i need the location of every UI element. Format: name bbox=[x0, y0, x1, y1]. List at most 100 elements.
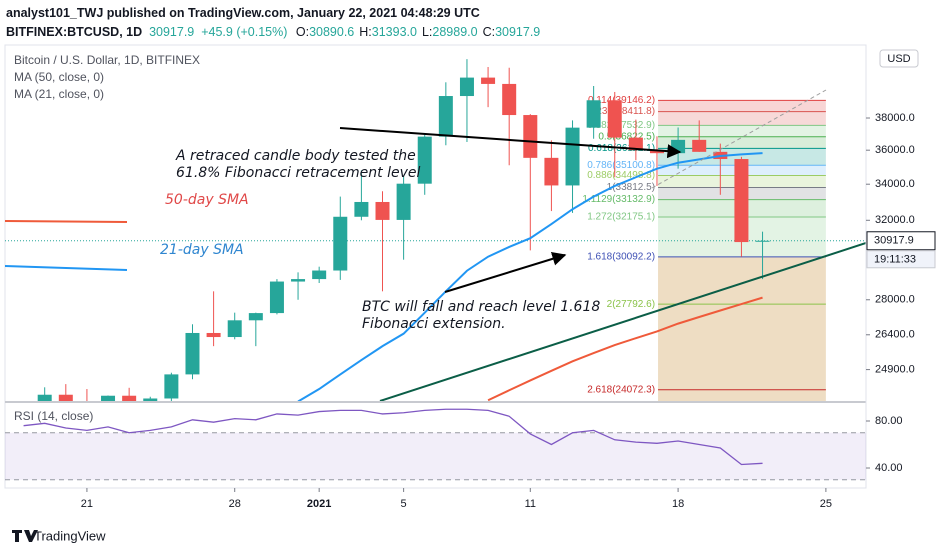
ohlc: O:30890.6 H:31393.0 L:28989.0 C:30917.9 bbox=[291, 25, 540, 39]
sma50-marker bbox=[5, 220, 128, 223]
y-tick-label: 28000.0 bbox=[875, 294, 915, 306]
fib-band bbox=[658, 100, 826, 112]
last: 30917.9 bbox=[149, 25, 195, 39]
currency: USD bbox=[887, 53, 910, 65]
author: analyst101_TWJ published on TradingView.… bbox=[6, 6, 480, 20]
candle-body bbox=[607, 100, 622, 138]
candle-body bbox=[628, 137, 643, 151]
candle-body bbox=[396, 183, 411, 220]
candle-body bbox=[375, 201, 390, 220]
fib-tool: 0.114(39146.2)0.236(38411.8)0.382(37532.… bbox=[582, 95, 826, 401]
ma-line bbox=[487, 296, 763, 401]
y-tick-label: 38000.0 bbox=[875, 112, 915, 124]
candle-body bbox=[37, 394, 52, 401]
candle-body bbox=[523, 115, 538, 158]
rsi-tick-label: 80.00 bbox=[875, 415, 903, 427]
x-tick-label: 11 bbox=[525, 498, 536, 510]
x-tick-label: 28 bbox=[229, 498, 241, 510]
ohlc-label: L: bbox=[421, 25, 433, 39]
candle-body bbox=[438, 96, 453, 137]
header: analyst101_TWJ published on TradingView.… bbox=[6, 4, 540, 42]
currency-box bbox=[879, 49, 919, 68]
fib-label: 1(33812.5) bbox=[607, 182, 655, 193]
candle-body bbox=[481, 77, 496, 84]
y-tick-label: 24900.0 bbox=[875, 363, 915, 375]
candle-body bbox=[58, 394, 73, 401]
x-tick-label: 2021 bbox=[307, 498, 331, 510]
fib-band bbox=[658, 136, 826, 149]
countdown: 19:11:33 bbox=[874, 254, 916, 266]
fib-band bbox=[658, 304, 826, 390]
rsi-legend: RSI (14, close) bbox=[14, 409, 93, 423]
annotation: A retraced candle body tested the bbox=[175, 148, 416, 164]
candle-body bbox=[269, 281, 284, 314]
sma21-marker bbox=[5, 265, 128, 271]
ohlc-value: 28989.0 bbox=[432, 25, 478, 39]
x-tick-label: 18 bbox=[672, 498, 684, 510]
candle-body bbox=[734, 159, 749, 243]
fib-label: 2(27792.6) bbox=[607, 299, 655, 310]
candle-body bbox=[502, 83, 517, 116]
candle-body bbox=[459, 77, 474, 97]
author-line: analyst101_TWJ published on TradingView.… bbox=[6, 4, 540, 23]
rsi-line bbox=[23, 408, 763, 466]
candle-body bbox=[565, 127, 580, 186]
fib-label: 0.886(34498.8) bbox=[587, 170, 655, 181]
legend-entry: MA (21, close, 0) bbox=[14, 87, 104, 101]
candle-body bbox=[333, 216, 348, 271]
fib-band bbox=[658, 111, 826, 126]
trend-line bbox=[379, 242, 866, 401]
rsi-pane bbox=[5, 408, 866, 481]
candle-body bbox=[164, 374, 179, 399]
candle-body bbox=[206, 332, 221, 338]
fib-label: 0.5(36822.5) bbox=[598, 131, 655, 142]
ohlc-value: 31393.0 bbox=[371, 25, 417, 39]
annotation: Fibonacci extension. bbox=[362, 316, 506, 332]
y-tick-label: 32000.0 bbox=[875, 214, 915, 226]
drawings bbox=[5, 89, 866, 401]
candle-body bbox=[291, 279, 306, 282]
candle-body bbox=[122, 395, 137, 401]
rsi-band bbox=[5, 432, 866, 480]
legend-entry: MA (50, close, 0) bbox=[14, 70, 104, 84]
annotation: 50-day SMA bbox=[165, 192, 249, 208]
countdown-tag bbox=[866, 250, 936, 269]
x-tick-label: 25 bbox=[820, 498, 832, 510]
annotation: 21-day SMA bbox=[160, 242, 244, 258]
axes: 24900.0 26400.0 28000.0 32000.0 34000.0 36000… bbox=[81, 112, 936, 510]
candle-body bbox=[312, 270, 327, 280]
fib-band bbox=[658, 125, 826, 137]
candle-body bbox=[227, 320, 242, 338]
candle-body bbox=[586, 100, 601, 128]
x-tick-label: 21 bbox=[81, 498, 93, 510]
y-tick-label: 26400.0 bbox=[875, 329, 915, 341]
candle-body bbox=[755, 240, 770, 242]
ohlc-label: H: bbox=[359, 25, 372, 39]
y-tick-label: 34000.0 bbox=[875, 178, 915, 190]
arrow bbox=[339, 127, 682, 159]
candle-body bbox=[101, 395, 116, 401]
candle-body bbox=[185, 332, 200, 375]
fib-label: 1.272(32175.1) bbox=[587, 212, 655, 223]
fib-label: 1.618(30092.2) bbox=[587, 252, 655, 263]
annotation: 61.8% Fibonacci retracement level bbox=[176, 165, 420, 181]
candle-body bbox=[544, 157, 559, 186]
fib-label: 1.1129(33132.9) bbox=[582, 194, 655, 205]
fib-label: 2.618(24072.3) bbox=[587, 384, 655, 395]
candle-body bbox=[649, 150, 664, 154]
ma-line bbox=[297, 152, 763, 401]
candle-body bbox=[354, 201, 369, 217]
price-pane bbox=[5, 59, 866, 401]
candle-body bbox=[417, 136, 432, 184]
plot-frame bbox=[4, 44, 867, 489]
price-tag bbox=[866, 231, 936, 251]
candle-body bbox=[248, 313, 263, 321]
chart-subtitle: Bitcoin / U.S. Dollar, 1D, BITFINEX bbox=[14, 53, 200, 67]
rsi-tick-label: 40.00 bbox=[875, 462, 903, 474]
arrow bbox=[444, 252, 567, 293]
annotation: BTC will fall and reach level 1.618 bbox=[362, 299, 600, 315]
fib-label: 0.786(35100.8) bbox=[587, 160, 655, 171]
brand: TradingView bbox=[34, 528, 106, 543]
